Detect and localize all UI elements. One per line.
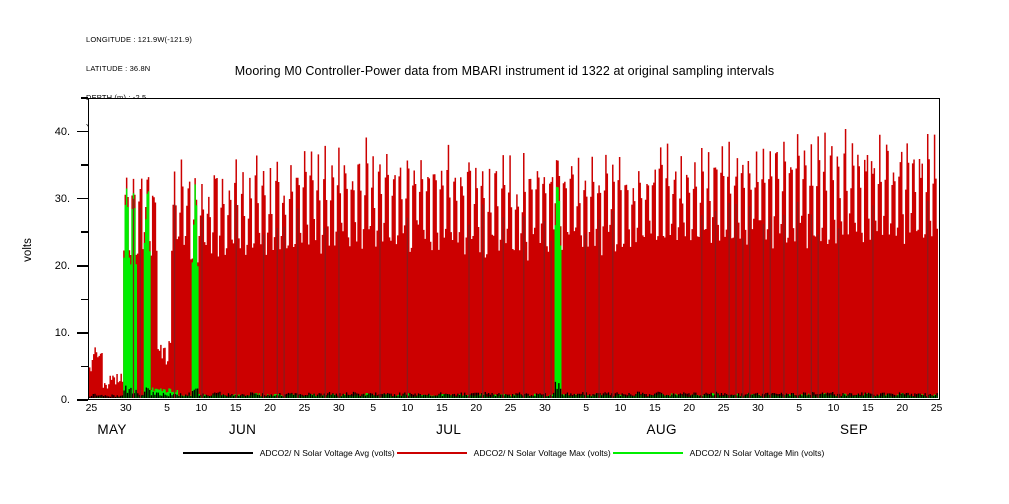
month-label: MAY xyxy=(97,422,127,437)
y-tick-minor xyxy=(81,365,88,368)
legend-label: ADCO2/ N Solar Voltage Max (volts) xyxy=(473,448,611,458)
x-tick-label: 25 xyxy=(930,402,943,414)
x-tick-label: 5 xyxy=(164,402,170,414)
month-label: AUG xyxy=(646,422,677,437)
legend-swatch xyxy=(396,452,467,454)
month-label: SEP xyxy=(840,422,869,437)
x-tick-label: 10 xyxy=(401,402,414,414)
y-axis-title: volts xyxy=(22,238,34,262)
depth-text: DEPTH (m) : -2.5 xyxy=(86,93,192,103)
y-tick-minor xyxy=(81,164,88,166)
x-tick-label: 15 xyxy=(229,402,242,414)
y-tick-major xyxy=(77,399,88,401)
x-tick-label: 5 xyxy=(583,402,590,414)
x-tick-label: 25 xyxy=(298,402,311,414)
legend-item: ADCO2/ N Solar Voltage Min (volts) xyxy=(612,448,827,458)
y-tick-major xyxy=(77,197,88,200)
y-tick-label: 40. xyxy=(54,125,70,138)
series-max-line xyxy=(89,128,938,398)
series-max-interior-spikes xyxy=(132,198,929,398)
y-tick-label: 20. xyxy=(54,259,70,272)
x-tick-label: 25 xyxy=(717,402,730,414)
month-label: JUN xyxy=(228,422,257,437)
x-tick-label: 25 xyxy=(85,402,98,414)
x-tick-label: 30 xyxy=(119,402,132,414)
x-tick-label: 25 xyxy=(504,402,517,414)
series-avg-line xyxy=(89,381,938,398)
legend-swatch xyxy=(612,452,683,454)
x-tick-label: 15 xyxy=(862,402,874,414)
legend-swatch xyxy=(182,452,253,454)
y-tick-minor xyxy=(81,298,88,301)
x-tick-label: 15 xyxy=(436,402,448,414)
x-tick-label: 10 xyxy=(195,402,208,414)
x-tick-label: 10 xyxy=(827,402,840,414)
y-tick-label: 10. xyxy=(54,326,70,339)
x-tick-label: 20 xyxy=(683,402,696,414)
plot-area xyxy=(88,98,940,400)
month-label: JUL xyxy=(436,422,462,437)
chart-title: Mooring M0 Controller-Power data from MB… xyxy=(234,64,775,78)
y-tick-major xyxy=(77,332,88,334)
x-tick-label: 30 xyxy=(752,402,764,414)
x-tick-label: 10 xyxy=(614,402,627,414)
y-tick-minor xyxy=(81,97,88,99)
y-tick-label: 0. xyxy=(60,394,70,406)
x-tick-label: 5 xyxy=(796,402,803,414)
x-tick-label: 20 xyxy=(264,402,276,414)
x-tick-label: 5 xyxy=(370,402,377,414)
x-tick-label: 30 xyxy=(539,402,551,414)
y-tick-major xyxy=(77,264,88,267)
chart-legend: ADCO2/ N Solar Voltage Avg (volts) ADCO2/… xyxy=(0,448,1009,458)
series-canvas xyxy=(89,128,938,398)
y-tick-minor xyxy=(81,231,88,234)
y-tick-label: 30. xyxy=(54,192,70,205)
x-tick-label: 20 xyxy=(470,402,483,414)
x-tick-label: 30 xyxy=(332,402,345,414)
legend-item: ADCO2/ N Solar Voltage Avg (volts) xyxy=(182,448,397,458)
legend-label: ADCO2/ N Solar Voltage Avg (volts) xyxy=(259,448,395,458)
x-tick-label: 15 xyxy=(649,402,661,414)
y-tick-major xyxy=(77,130,88,133)
legend-item: ADCO2/ N Solar Voltage Max (volts) xyxy=(396,448,613,458)
x-tick-label: 20 xyxy=(896,402,909,414)
legend-label: ADCO2/ N Solar Voltage Min (volts) xyxy=(689,448,825,458)
longitude-text: LONGITUDE : 121.9W(-121.9) xyxy=(86,35,193,45)
latitude-text: LATITUDE : 36.8N xyxy=(86,63,151,73)
